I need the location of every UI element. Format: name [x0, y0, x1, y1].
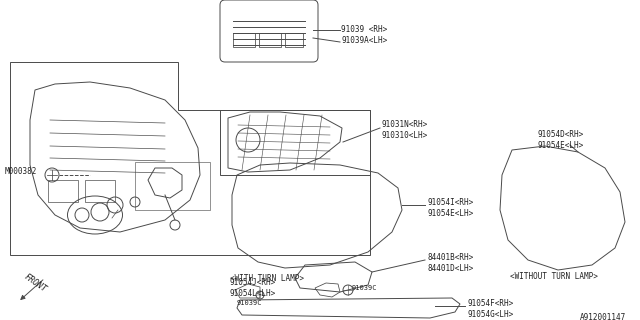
Bar — [285, 33, 303, 47]
Bar — [259, 33, 281, 47]
Text: FRONT: FRONT — [23, 272, 49, 294]
Text: 91039C: 91039C — [352, 285, 378, 291]
Text: M000382: M000382 — [5, 167, 37, 176]
Text: <WITH TURN LAMP>: <WITH TURN LAMP> — [230, 274, 304, 283]
Text: <WITHOUT TURN LAMP>: <WITHOUT TURN LAMP> — [510, 272, 598, 281]
Bar — [85, 180, 115, 202]
Bar — [48, 180, 78, 202]
Text: 84401B<RH>: 84401B<RH> — [427, 253, 473, 262]
Text: 91054I<RH>: 91054I<RH> — [427, 198, 473, 207]
Text: 91031N<RH>: 91031N<RH> — [381, 120, 428, 129]
Text: 91054D<RH>: 91054D<RH> — [538, 130, 584, 139]
Text: 91054E<LH>: 91054E<LH> — [538, 141, 584, 150]
Text: 91054E<LH>: 91054E<LH> — [427, 209, 473, 218]
Text: 91039 <RH>: 91039 <RH> — [341, 25, 387, 34]
Text: 91039A<LH>: 91039A<LH> — [341, 36, 387, 45]
Bar — [233, 33, 255, 47]
Text: 91039C: 91039C — [237, 300, 262, 306]
Text: 91054F<RH>: 91054F<RH> — [467, 299, 513, 308]
Text: 91054G<LH>: 91054G<LH> — [467, 310, 513, 319]
Text: 84401D<LH>: 84401D<LH> — [427, 264, 473, 273]
Text: 910310<LH>: 910310<LH> — [381, 131, 428, 140]
FancyBboxPatch shape — [220, 0, 318, 62]
Text: A912001147: A912001147 — [580, 313, 627, 320]
Text: 91054J<RH>: 91054J<RH> — [230, 278, 276, 287]
Text: 91054L<LH>: 91054L<LH> — [230, 289, 276, 298]
